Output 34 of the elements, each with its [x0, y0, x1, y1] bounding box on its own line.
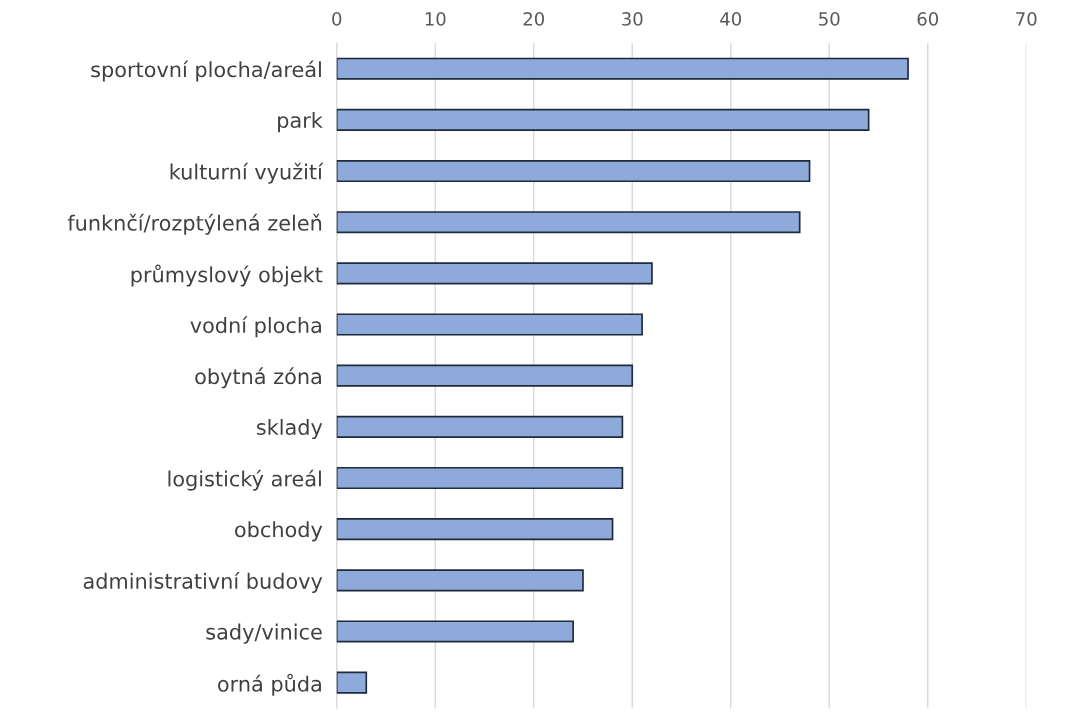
y-tick-label: obytná zóna — [195, 367, 321, 389]
y-tick-label: sklady — [256, 418, 323, 440]
bar — [336, 108, 870, 131]
y-tick-label: sportovní plocha/areál — [91, 60, 321, 82]
x-tick-label: 0 — [332, 12, 342, 26]
y-tick-label: kulturní využití — [170, 162, 324, 184]
y-tick-label: logistický areál — [168, 469, 321, 491]
x-tick-label: 30 — [622, 12, 643, 26]
bar — [336, 671, 368, 694]
y-tick-label: sady/vinice — [206, 623, 322, 644]
bar — [336, 159, 811, 183]
y-tick-label: vodní plocha — [190, 316, 321, 338]
x-tick-label: 60 — [917, 12, 939, 26]
bar — [336, 466, 624, 490]
bar — [336, 620, 574, 643]
y-tick-label: administrativní budovy — [83, 571, 323, 593]
bar — [336, 518, 614, 541]
y-tick-label: orná půda — [218, 673, 321, 696]
x-tick-label: 70 — [1016, 12, 1037, 26]
bar — [336, 569, 584, 592]
x-tick-label: 50 — [819, 12, 840, 26]
y-tick-label: obchody — [235, 521, 323, 542]
bar — [336, 211, 801, 234]
bar — [336, 415, 624, 438]
y-tick-label: park — [278, 111, 323, 133]
y-tick-label: funknčí/rozptýlená zeleň — [67, 213, 322, 235]
y-tick-label: průmyslový objekt — [131, 264, 323, 287]
bar — [336, 364, 634, 387]
bar — [336, 313, 643, 336]
x-tick-label: 10 — [425, 12, 446, 26]
x-tick-label: 20 — [523, 12, 545, 26]
x-tick-label: 40 — [720, 12, 742, 26]
bar — [336, 57, 909, 80]
bar — [336, 262, 653, 285]
